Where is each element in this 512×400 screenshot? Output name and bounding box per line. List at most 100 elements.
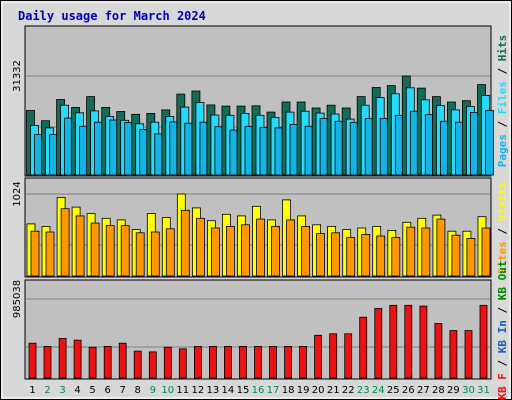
legend-part-0-2: Files [496, 81, 509, 114]
bar-sites-day-19 [301, 225, 311, 277]
bar-kb-day-8 [133, 350, 142, 379]
bar-sites-day-29 [451, 234, 461, 277]
legend-part-2-0: KB F [496, 373, 509, 400]
bar-kb-day-31 [479, 304, 488, 379]
bar-sites-day-21 [331, 232, 341, 277]
x-label-day-1: 1 [29, 385, 35, 396]
bar-sites-day-22 [346, 237, 356, 277]
x-label-day-22: 22 [342, 385, 355, 396]
x-label-day-29: 29 [447, 385, 460, 396]
bar-kb-day-10 [163, 346, 172, 379]
x-label-day-25: 25 [387, 385, 400, 396]
x-label-day-16: 16 [252, 385, 265, 396]
x-label-day-8: 8 [135, 385, 141, 396]
visits-legend: Sites / Visits [496, 182, 509, 275]
bar-sites-day-27 [421, 227, 431, 277]
bar-kb-day-20 [314, 334, 323, 379]
bar-kb-day-16 [254, 345, 262, 379]
bar-kb-day-21 [329, 333, 338, 379]
x-label-day-20: 20 [312, 385, 325, 396]
bar-kb-day-7 [118, 342, 127, 379]
x-label-day-28: 28 [432, 385, 445, 396]
x-label-day-18: 18 [282, 385, 295, 396]
x-label-day-3: 3 [59, 385, 65, 396]
x-label-day-24: 24 [372, 385, 385, 396]
bar-kb-day-2 [43, 345, 52, 379]
legend-part-0-4: Hits [496, 35, 509, 62]
kb-y-tick: 985038 [12, 280, 23, 318]
bar-sites-day-13 [210, 227, 220, 277]
x-label-day-21: 21 [327, 385, 340, 396]
x-axis-labels: 1 2 3 4 5 6 7 8 9 10 11 12 13 14 15 16 17 18 19 20 21 22 23 24 2… [29, 385, 490, 396]
legend-part-2-4: KB Out [496, 260, 509, 300]
hits-y-tick: 31332 [12, 60, 23, 92]
x-label-day-11: 11 [176, 385, 189, 396]
bar-sites-day-4 [75, 215, 85, 277]
bar-kb-day-19 [299, 345, 308, 379]
x-label-day-15: 15 [237, 385, 250, 396]
bar-sites-day-24 [376, 235, 386, 277]
x-label-day-27: 27 [417, 385, 430, 396]
legend-part-0-3: / [496, 61, 509, 81]
bar-kb-day-12 [193, 345, 202, 379]
bar-kb-day-26 [404, 304, 413, 379]
x-label-day-31: 31 [477, 385, 490, 396]
x-label-day-26: 26 [402, 385, 415, 396]
bar-kb-day-30 [464, 330, 473, 379]
bar-sites-day-18 [286, 219, 295, 277]
bar-kb-day-24 [374, 308, 383, 379]
bar-kb-day-6 [103, 345, 112, 379]
bar-sites-day-14 [225, 225, 235, 277]
legend-part-2-3: / [496, 300, 509, 320]
legend-part-1-2: Visits [496, 182, 509, 222]
bar-sites-day-23 [361, 233, 371, 277]
x-label-day-5: 5 [89, 385, 95, 396]
legend-part-0-0: Pages [496, 134, 509, 167]
x-label-day-23: 23 [357, 385, 370, 396]
x-label-day-14: 14 [222, 385, 235, 396]
bar-kb-day-17 [269, 345, 277, 379]
bar-kb-day-3 [58, 338, 67, 379]
bar-kb-day-23 [359, 316, 368, 379]
bar-kb-day-27 [419, 305, 428, 379]
x-label-day-30: 30 [462, 385, 475, 396]
bar-kb-day-14 [223, 345, 232, 379]
legend-part-1-1: / [496, 221, 509, 241]
x-label-day-7: 7 [120, 385, 126, 396]
x-label-day-9: 9 [150, 385, 156, 396]
legend-part-0-1: / [496, 114, 509, 134]
bar-sites-day-25 [391, 237, 401, 277]
bar-sites-day-9 [150, 231, 160, 277]
legend-part-2-1: / [496, 353, 509, 373]
x-label-day-12: 12 [192, 385, 205, 396]
x-label-day-19: 19 [297, 385, 310, 396]
chart-title: Daily usage for March 2024 [18, 9, 206, 23]
bar-sites-day-3 [60, 208, 70, 277]
bar-sites-day-16 [256, 218, 265, 277]
bar-kb-day-18 [284, 345, 293, 379]
chart-bars [26, 75, 494, 379]
bar-kb-day-25 [389, 304, 398, 379]
bar-sites-day-15 [241, 224, 250, 277]
bar-sites-day-30 [466, 237, 476, 277]
kb-legend: KB F / KB In / KB Out [496, 260, 509, 399]
bar-sites-day-17 [271, 225, 280, 277]
bar-sites-day-11 [180, 209, 190, 277]
bar-sites-day-7 [120, 225, 130, 277]
bar-kb-day-4 [73, 339, 82, 379]
bar-kb-day-15 [239, 345, 247, 379]
visits-y-tick: 1024 [12, 181, 23, 206]
bar-sites-day-8 [135, 232, 145, 277]
bar-kb-day-22 [344, 333, 353, 379]
x-label-day-13: 13 [207, 385, 220, 396]
bar-kb-day-13 [208, 345, 217, 379]
bar-pages-day-31 [485, 110, 494, 176]
bar-sites-day-31 [481, 227, 491, 277]
bar-kb-day-5 [88, 346, 97, 379]
x-label-day-4: 4 [74, 385, 80, 396]
x-label-day-10: 10 [161, 385, 174, 396]
bar-kb-day-29 [449, 330, 458, 379]
